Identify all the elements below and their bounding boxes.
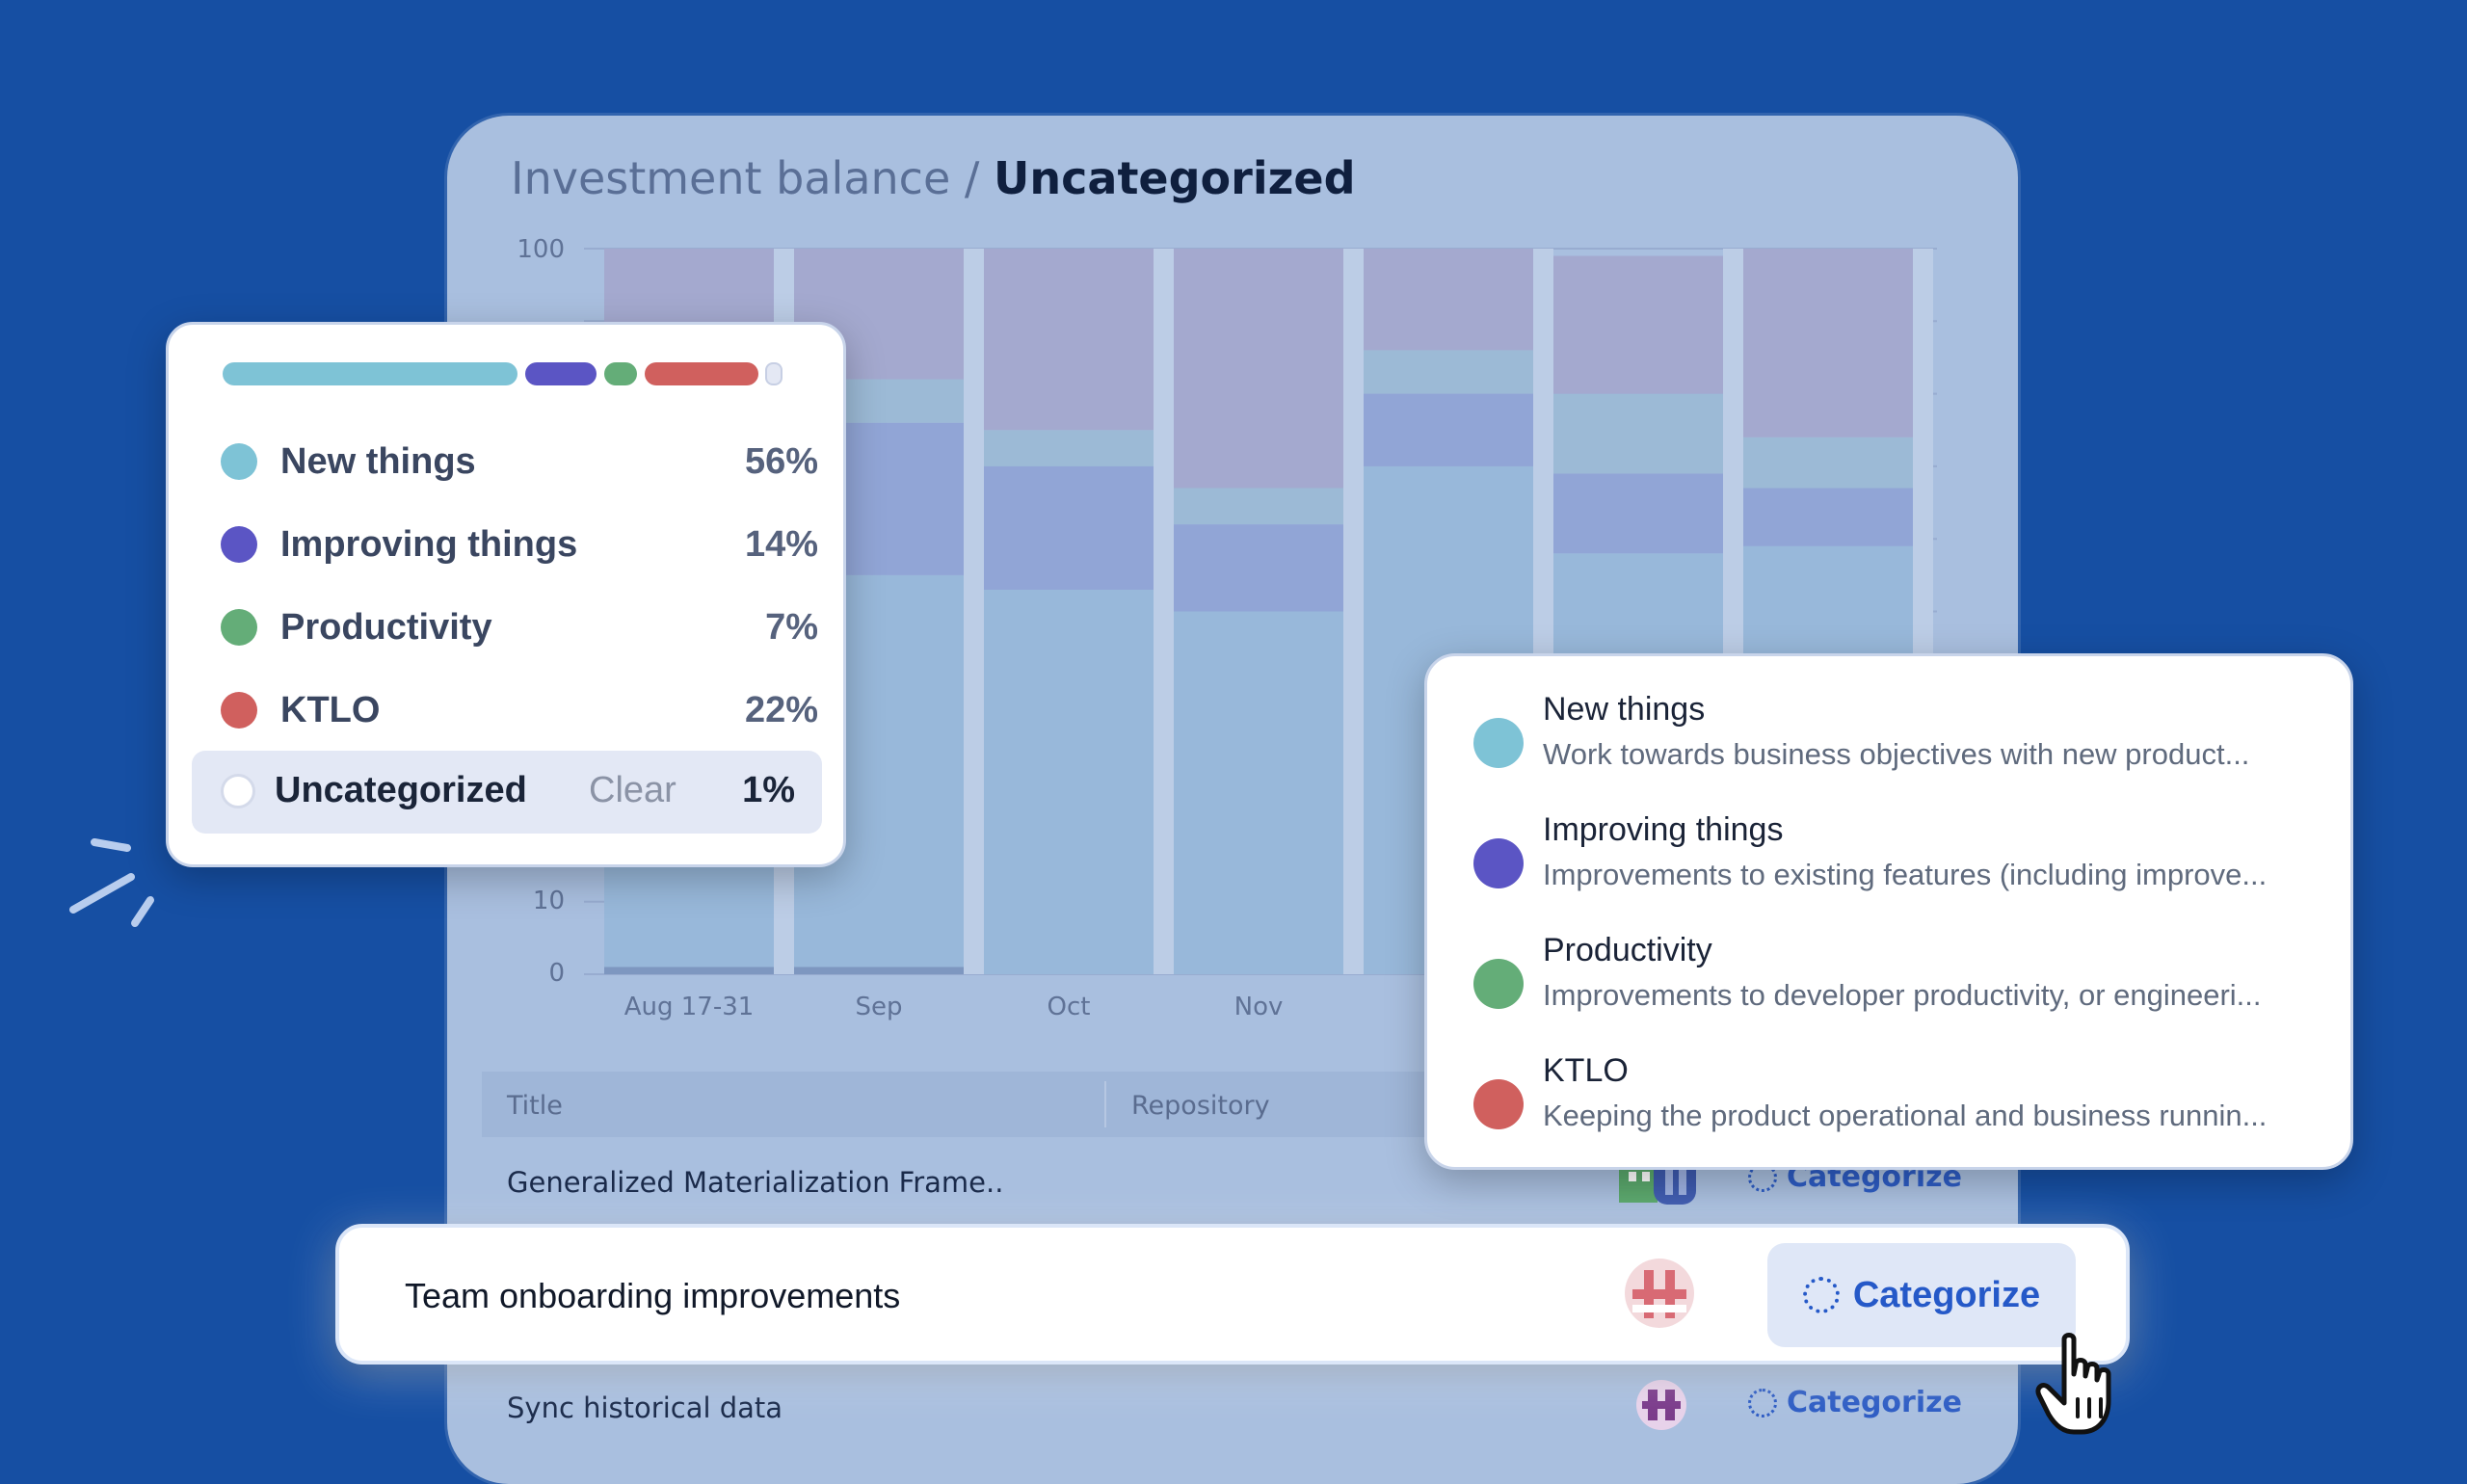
- clear-button[interactable]: Clear: [589, 770, 676, 810]
- column-repository[interactable]: Repository: [1131, 1091, 1270, 1121]
- category-description: Improvements to developer productivity, …: [1543, 978, 2262, 1012]
- page-title: Investment balance / Uncategorized: [511, 152, 1356, 204]
- legend-item-improving-things[interactable]: Improving things 14%: [221, 506, 818, 583]
- color-dot-icon: [1473, 1079, 1524, 1129]
- category-menu: New things Work towards business objecti…: [1424, 653, 2353, 1170]
- dotted-circle-icon: [1748, 1388, 1777, 1418]
- highlighted-table-row[interactable]: Team onboarding improvements Categorize: [335, 1224, 2130, 1365]
- distribution-improving-things: [525, 362, 597, 385]
- category-option-ktlo[interactable]: KTLO Keeping the product operational and…: [1473, 1043, 2321, 1149]
- legend-label: KTLO: [280, 689, 381, 730]
- color-dot-icon: [221, 609, 257, 646]
- distribution-ktlo: [645, 362, 758, 385]
- category-name: Productivity: [1543, 932, 1712, 968]
- legend-item-uncategorized[interactable]: Uncategorized Clear 1%: [192, 751, 822, 834]
- distribution-productivity: [604, 362, 637, 385]
- legend-percent: 14%: [744, 523, 818, 565]
- category-description: Work towards business objectives with ne…: [1543, 737, 2250, 771]
- legend-label: Uncategorized: [275, 770, 527, 810]
- breadcrumb-parent[interactable]: Investment balance: [511, 152, 951, 204]
- repository-avatar-icon: [1625, 1259, 1694, 1328]
- category-description: Improvements to existing features (inclu…: [1543, 858, 2268, 891]
- click-burst-icon: [69, 838, 154, 927]
- column-divider: [1104, 1081, 1106, 1127]
- column-title[interactable]: Title: [507, 1091, 563, 1121]
- legend-percent: 7%: [765, 606, 818, 648]
- row-title: Generalized Materialization Frame..: [507, 1166, 1004, 1199]
- breadcrumb-current: Uncategorized: [994, 152, 1356, 204]
- repository-avatar-icon: [1636, 1380, 1686, 1430]
- row-title: Team onboarding improvements: [405, 1276, 901, 1315]
- legend-label: Productivity: [280, 606, 492, 648]
- category-name: New things: [1543, 691, 1706, 728]
- category-option-new-things[interactable]: New things Work towards business objecti…: [1473, 681, 2321, 787]
- legend-popover: New things 56% Improving things 14% Prod…: [166, 322, 846, 867]
- distribution-new-things: [223, 362, 517, 385]
- category-name: KTLO: [1543, 1052, 1629, 1089]
- categorize-link[interactable]: Categorize: [1748, 1386, 1962, 1419]
- distribution-uncategorized: [765, 362, 783, 385]
- hand-cursor-icon: [2035, 1333, 2111, 1435]
- color-dot-icon: [1473, 838, 1524, 888]
- empty-circle-icon: [221, 774, 255, 808]
- category-description: Keeping the product operational and busi…: [1543, 1099, 2268, 1132]
- color-dot-icon: [1473, 959, 1524, 1009]
- category-option-productivity[interactable]: Productivity Improvements to developer p…: [1473, 922, 2321, 1028]
- legend-percent: 22%: [744, 689, 818, 730]
- legend-percent: 1%: [742, 770, 795, 810]
- color-dot-icon: [221, 443, 257, 480]
- legend-item-new-things[interactable]: New things 56%: [221, 423, 818, 500]
- category-option-improving-things[interactable]: Improving things Improvements to existin…: [1473, 802, 2321, 908]
- legend-label: New things: [280, 440, 476, 482]
- categorize-button[interactable]: Categorize: [1767, 1243, 2076, 1347]
- breadcrumb-separator: /: [950, 152, 995, 204]
- legend-percent: 56%: [744, 440, 818, 482]
- legend-item-productivity[interactable]: Productivity 7%: [221, 589, 818, 666]
- row-title: Sync historical data: [507, 1391, 783, 1424]
- dotted-circle-icon: [1802, 1277, 1840, 1313]
- color-dot-icon: [221, 692, 257, 729]
- distribution-bar: [223, 362, 783, 385]
- color-dot-icon: [1473, 718, 1524, 768]
- color-dot-icon: [221, 526, 257, 563]
- legend-label: Improving things: [280, 523, 578, 565]
- category-name: Improving things: [1543, 811, 1784, 848]
- legend-item-ktlo[interactable]: KTLO 22%: [221, 672, 818, 749]
- table-row[interactable]: Sync historical data Categorize: [482, 1368, 2018, 1445]
